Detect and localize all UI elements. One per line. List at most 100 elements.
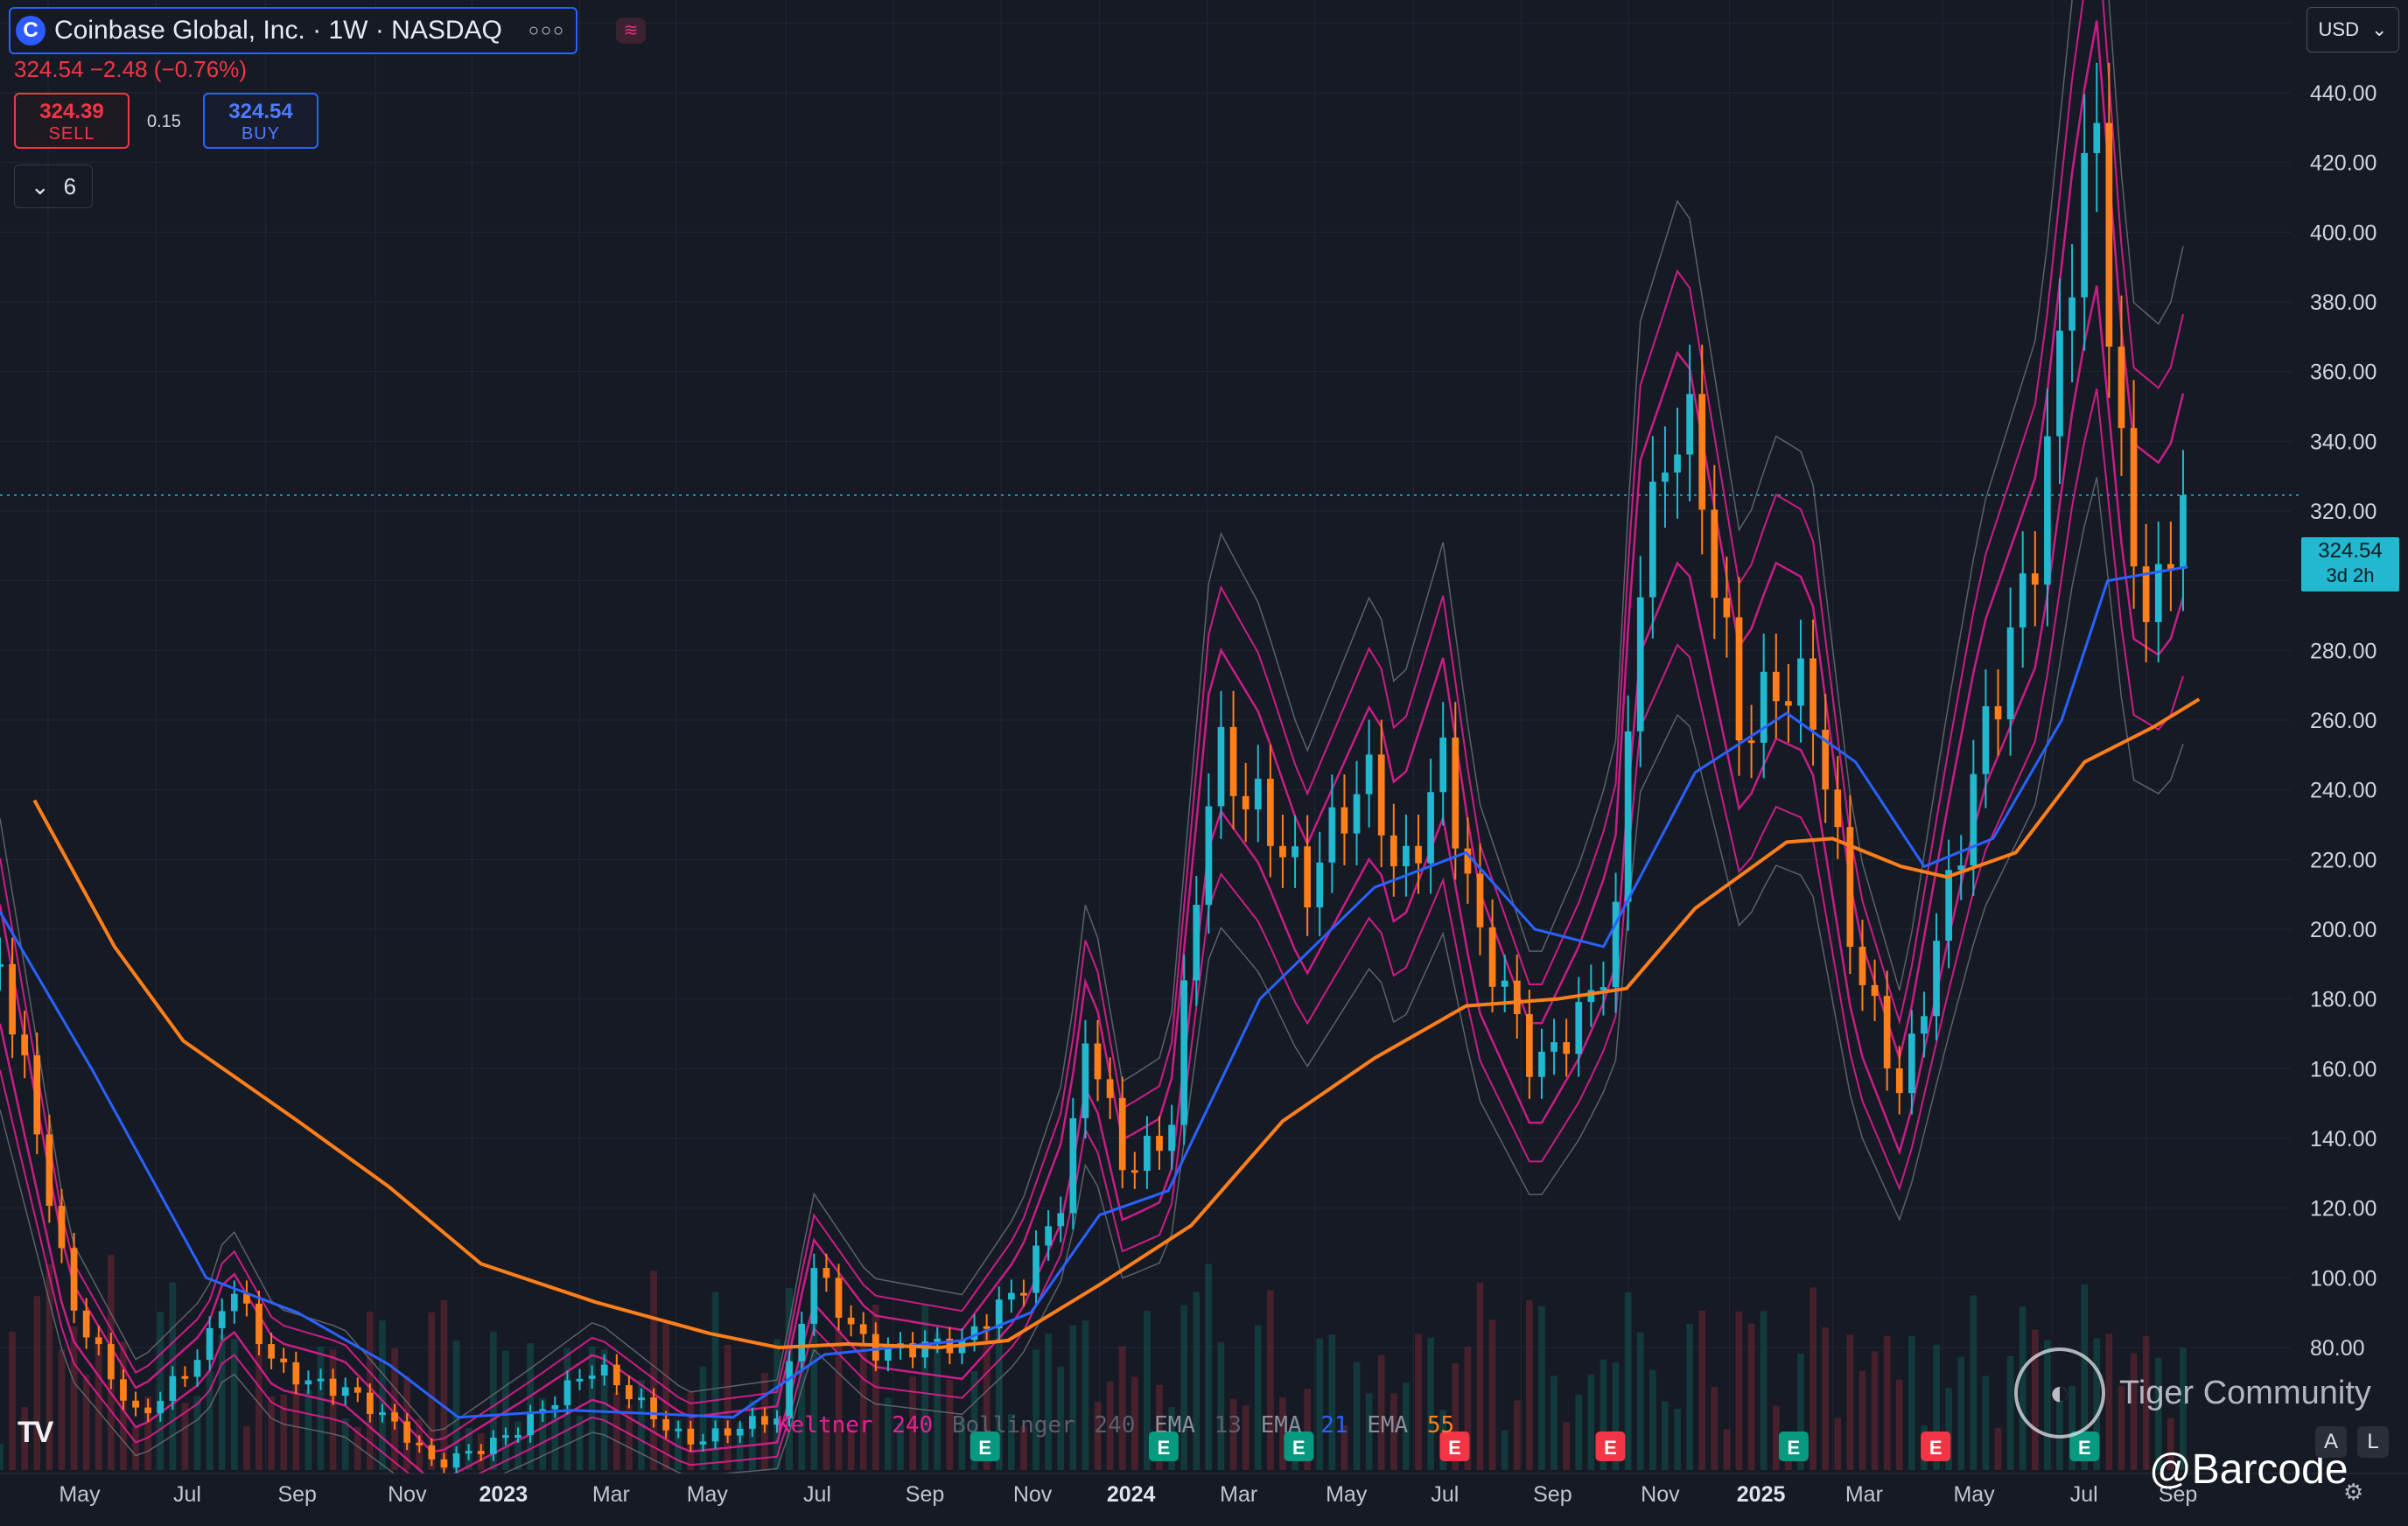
volume-bar: [1045, 1334, 1052, 1470]
more-options-icon[interactable]: ○○○: [528, 20, 566, 40]
volume-bar: [983, 1328, 990, 1470]
time-tick-label: Jul: [1431, 1482, 1459, 1507]
volume-bar: [1205, 1264, 1213, 1470]
candle-body: [736, 1428, 744, 1436]
candle-body: [2154, 564, 2162, 622]
volume-bar: [354, 1426, 361, 1470]
candle-body: [82, 1310, 90, 1338]
volume-bar: [1908, 1335, 1915, 1470]
earnings-marker[interactable]: [1439, 1432, 1470, 1461]
volume-bar: [1810, 1287, 1816, 1470]
candle-body: [1513, 980, 1521, 1015]
indicators-toggle[interactable]: ⌄ 6: [14, 164, 93, 208]
volume-bar: [1452, 1363, 1460, 1470]
volume-bar: [1094, 1401, 1102, 1470]
currency-select[interactable]: USD ⌄: [2306, 7, 2399, 52]
keltner-bollinger-bands: [0, 0, 2185, 1502]
earnings-label: E: [1292, 1437, 1306, 1459]
candle-body: [70, 1248, 78, 1311]
volume-bar: [1476, 1282, 1484, 1470]
earnings-marker[interactable]: [1148, 1432, 1179, 1461]
volume-bar: [1316, 1338, 1324, 1470]
time-tick-label: Sep: [277, 1482, 316, 1507]
volume-bar: [70, 1326, 78, 1470]
symbol-header[interactable]: C Coinbase Global, Inc. · 1W · NASDAQ ○○…: [9, 7, 578, 54]
candle-body: [157, 1400, 164, 1414]
candle-body: [403, 1421, 411, 1443]
settings-icon[interactable]: ⚙: [2343, 1479, 2364, 1505]
candle-body: [1353, 794, 1361, 834]
volume-bar: [2167, 1418, 2174, 1470]
candle-body: [1476, 873, 1484, 928]
volume-bar: [1193, 1292, 1200, 1470]
candle-body: [132, 1400, 139, 1408]
candle-body: [1871, 984, 1879, 997]
candle-body: [1069, 1117, 1077, 1214]
candle-body: [822, 1268, 830, 1278]
candle-body: [2056, 330, 2063, 437]
sell-button[interactable]: 324.39 SELL: [14, 93, 130, 149]
candle-body: [774, 1418, 780, 1425]
candle-body: [1267, 779, 1274, 846]
volume-bar: [810, 1313, 818, 1470]
auto-scale-button[interactable]: A: [2315, 1426, 2347, 1458]
symbol-title[interactable]: Coinbase Global, Inc. · 1W · NASDAQ: [54, 16, 502, 45]
candle-body: [1735, 617, 1743, 741]
volume-bar: [650, 1270, 657, 1470]
tradingview-logo-icon[interactable]: TV: [18, 1416, 53, 1449]
candle-body: [1501, 980, 1508, 987]
earnings-marker[interactable]: [2069, 1432, 2100, 1461]
candle-body: [1304, 846, 1312, 908]
candle-body: [588, 1376, 596, 1379]
candle-body: [108, 1344, 115, 1380]
volume-bar: [1698, 1310, 1706, 1470]
candle-body: [1094, 1043, 1102, 1080]
price-tick-label: 140.00: [2310, 1127, 2376, 1152]
volume-bar: [2154, 1357, 2162, 1470]
candle-body: [120, 1379, 127, 1401]
volume-bar: [1747, 1323, 1755, 1470]
candle-body: [1994, 706, 2002, 720]
earnings-marker[interactable]: [970, 1432, 1000, 1461]
volume-bar: [1760, 1311, 1768, 1470]
volume-bar: [1970, 1295, 1978, 1470]
candle-body: [1464, 848, 1472, 874]
candle-body: [230, 1293, 238, 1312]
sell-price: 324.39: [39, 100, 104, 123]
time-tick-label: Nov: [388, 1482, 427, 1507]
volume-bar: [1846, 1334, 1854, 1470]
candle-body: [341, 1387, 349, 1396]
candle-body: [1316, 862, 1324, 908]
earnings-label: E: [1788, 1437, 1801, 1459]
legend-item: 240: [892, 1412, 934, 1438]
volume-bar: [1365, 1393, 1373, 1470]
time-axis-bg: [0, 1474, 2408, 1526]
time-tick-label: Sep: [906, 1482, 944, 1507]
buy-button[interactable]: 324.54 BUY: [203, 93, 318, 149]
earnings-label: E: [1448, 1437, 1461, 1459]
candle-body: [0, 963, 4, 967]
volume-bar: [675, 1419, 682, 1470]
alert-icon[interactable]: ≋: [616, 18, 646, 44]
log-scale-button[interactable]: L: [2357, 1426, 2389, 1458]
candle-body: [1908, 1033, 1915, 1094]
earnings-label: E: [2078, 1437, 2091, 1459]
volume-bar: [181, 1403, 189, 1470]
candle-body: [1415, 845, 1422, 864]
candle-body: [1020, 1292, 1027, 1296]
candle-body: [46, 1134, 53, 1207]
earnings-marker[interactable]: [1778, 1432, 1809, 1461]
candle-body: [268, 1344, 275, 1359]
candle-body: [1217, 726, 1225, 807]
candle-body: [724, 1428, 732, 1436]
earnings-marker[interactable]: [1921, 1432, 1951, 1461]
earnings-marker[interactable]: [1284, 1432, 1314, 1461]
candle-body: [1057, 1213, 1065, 1227]
price-tick-label: 400.00: [2310, 220, 2376, 245]
candle-body: [576, 1378, 584, 1382]
volume-bar: [341, 1418, 349, 1470]
volume-bar: [157, 1312, 164, 1470]
price-tick-label: 100.00: [2310, 1266, 2376, 1291]
earnings-marker[interactable]: [1595, 1432, 1626, 1461]
